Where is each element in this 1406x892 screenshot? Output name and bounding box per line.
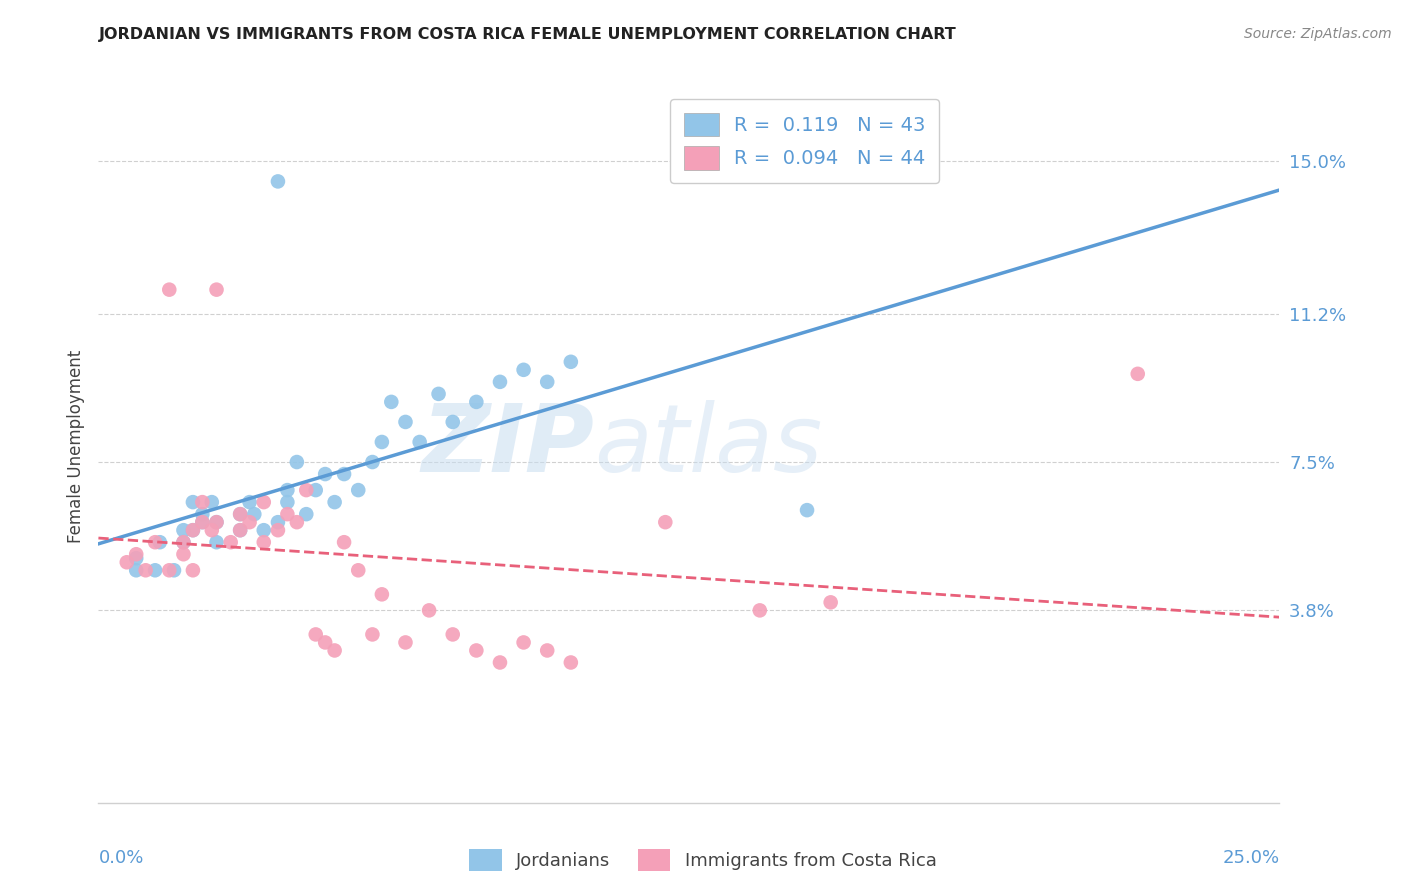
Point [380,395,402,409]
Point [172,535,194,549]
Point [172,523,194,537]
Point [229,507,252,521]
Legend: R =  0.119   N = 43, R =  0.094   N = 44: R = 0.119 N = 43, R = 0.094 N = 44 [669,99,939,184]
Point [115,555,138,569]
Text: ZIP: ZIP [422,400,595,492]
Point [125,563,148,577]
Point [314,467,336,481]
Point [536,643,558,657]
Point [267,523,290,537]
Point [253,495,276,509]
Point [347,563,370,577]
Point [305,627,328,641]
Point [465,643,488,657]
Point [408,435,430,450]
Point [172,535,194,549]
Point [285,455,308,469]
Point [305,483,328,497]
Point [219,535,242,549]
Point [361,627,384,641]
Point [512,635,534,649]
Point [560,355,582,369]
Point [295,507,318,521]
Point [205,515,228,529]
Point [347,483,370,497]
Point [1126,367,1149,381]
Point [239,495,262,509]
Point [267,515,290,529]
Point [149,535,172,549]
Point [267,174,290,188]
Text: Source: ZipAtlas.com: Source: ZipAtlas.com [1244,27,1392,41]
Point [239,515,262,529]
Point [371,587,394,601]
Point [143,535,166,549]
Point [276,507,298,521]
Point [143,563,166,577]
Text: 0.0%: 0.0% [98,849,143,867]
Point [125,551,148,566]
Text: atlas: atlas [595,401,823,491]
Point [536,375,558,389]
Point [181,563,204,577]
Point [333,535,356,549]
Point [125,547,148,561]
Point [394,415,416,429]
Point [253,535,276,549]
Point [654,515,676,529]
Point [748,603,770,617]
Point [295,483,318,497]
Point [441,627,464,641]
Point [135,563,157,577]
Point [314,635,336,649]
Point [157,283,180,297]
Point [333,467,356,481]
Point [371,435,394,450]
Point [285,515,308,529]
Point [191,495,214,509]
Point [243,507,266,521]
Point [181,495,204,509]
Point [361,455,384,469]
Point [796,503,818,517]
Point [323,495,346,509]
Point [205,283,228,297]
Point [489,375,512,389]
Point [427,387,450,401]
Point [205,535,228,549]
Text: 25.0%: 25.0% [1222,849,1279,867]
Point [191,515,214,529]
Point [418,603,440,617]
Point [229,523,252,537]
Point [560,656,582,670]
Point [512,363,534,377]
Point [394,635,416,649]
Point [323,643,346,657]
Point [201,495,224,509]
Point [191,515,214,529]
Point [205,515,228,529]
Point [163,563,186,577]
Point [465,395,488,409]
Legend: Jordanians, Immigrants from Costa Rica: Jordanians, Immigrants from Costa Rica [463,842,943,879]
Y-axis label: Female Unemployment: Female Unemployment [66,350,84,542]
Point [181,523,204,537]
Point [229,507,252,521]
Text: JORDANIAN VS IMMIGRANTS FROM COSTA RICA FEMALE UNEMPLOYMENT CORRELATION CHART: JORDANIAN VS IMMIGRANTS FROM COSTA RICA … [98,27,956,42]
Point [489,656,512,670]
Point [276,495,298,509]
Point [441,415,464,429]
Point [191,507,214,521]
Point [157,563,180,577]
Point [276,483,298,497]
Point [181,523,204,537]
Point [172,547,194,561]
Point [201,523,224,537]
Point [820,595,842,609]
Point [229,523,252,537]
Point [253,523,276,537]
